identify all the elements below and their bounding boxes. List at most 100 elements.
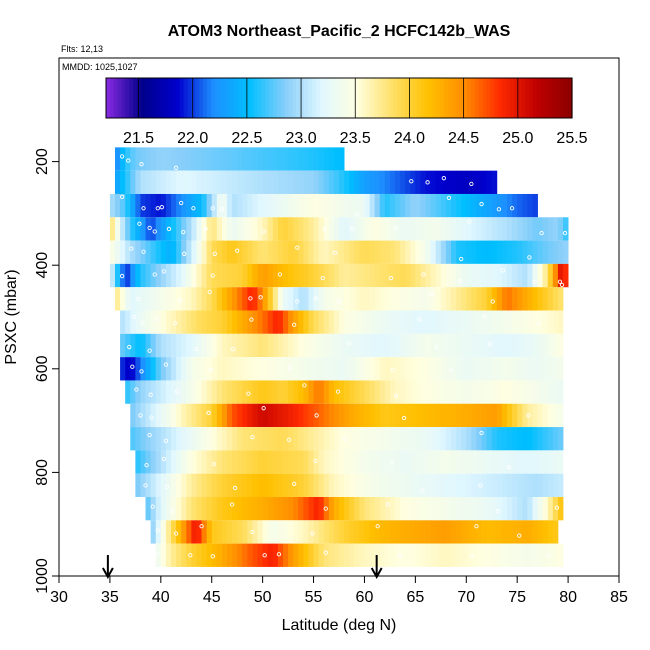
heatmap-cell xyxy=(557,263,564,288)
colorbar-swatch xyxy=(292,78,297,118)
heatmap-cell xyxy=(507,333,513,358)
sample-point xyxy=(332,250,338,255)
heatmap-cell xyxy=(339,287,345,311)
heatmap-cell xyxy=(201,427,208,451)
heatmap-cell xyxy=(461,263,467,288)
heatmap-cell xyxy=(257,147,264,171)
heatmap-cell xyxy=(496,193,503,218)
heatmap-cell xyxy=(221,310,228,334)
heatmap-cell xyxy=(140,403,146,428)
sample-point xyxy=(152,272,157,277)
heatmap-cell xyxy=(196,520,202,544)
heatmap-cell xyxy=(247,497,253,521)
heatmap-cell xyxy=(542,333,549,358)
heatmap-cell xyxy=(364,170,370,194)
heatmap-cell xyxy=(232,403,238,428)
heatmap-cell xyxy=(257,193,264,218)
heatmap-cell xyxy=(323,427,330,451)
heatmap-cell xyxy=(512,240,518,264)
heatmap-cell xyxy=(481,333,488,358)
heatmap-cell xyxy=(354,333,360,358)
heatmap-cell xyxy=(252,217,258,241)
sample-point xyxy=(385,502,391,507)
heatmap-cell xyxy=(186,147,192,171)
x-tick-label: 85 xyxy=(610,589,628,606)
pressure-band xyxy=(130,403,564,428)
heatmap-cell xyxy=(476,427,482,451)
heatmap-cell xyxy=(242,520,248,544)
heatmap-cell xyxy=(481,287,488,311)
heatmap-cell xyxy=(395,380,401,404)
heatmap-cell xyxy=(420,217,426,241)
heatmap-cell xyxy=(481,263,488,288)
heatmap-cell xyxy=(216,170,223,194)
heatmap-cell xyxy=(232,380,238,404)
heatmap-cell xyxy=(232,450,238,474)
heatmap-cell xyxy=(410,543,416,567)
heatmap-cell xyxy=(298,333,304,358)
heatmap-cell xyxy=(522,473,528,498)
colorbar-swatch xyxy=(304,78,309,118)
heatmap-cell xyxy=(456,450,462,474)
heatmap-cell xyxy=(552,240,559,264)
sample-point xyxy=(421,272,426,277)
heatmap-cell xyxy=(242,170,248,194)
dates-label: MMDD: 1025,1027 xyxy=(62,62,138,72)
heatmap-cell xyxy=(415,543,421,567)
sample-point xyxy=(136,296,141,302)
colorbar-swatch xyxy=(187,78,193,118)
sample-point xyxy=(397,553,403,558)
heatmap-cell xyxy=(262,263,269,288)
heatmap-cell xyxy=(471,497,477,521)
heatmap-cell xyxy=(160,240,167,264)
heatmap-cell xyxy=(476,170,482,194)
heatmap-cell xyxy=(501,310,508,334)
heatmap-cell xyxy=(318,497,325,521)
colorbar-swatch xyxy=(164,78,169,118)
heatmap-cell xyxy=(237,240,243,264)
sample-point xyxy=(134,387,139,392)
heatmap-cell xyxy=(181,193,187,218)
heatmap-cell xyxy=(557,310,564,334)
heatmap-cell xyxy=(262,520,269,544)
heatmap-cell xyxy=(364,403,370,428)
heatmap-cell xyxy=(359,217,365,241)
heatmap-cell xyxy=(328,380,335,404)
heatmap-cell xyxy=(140,147,146,171)
sample-point xyxy=(323,550,328,555)
heatmap-cell xyxy=(196,147,202,171)
heatmap-cell xyxy=(537,543,544,567)
heatmap-cell xyxy=(283,450,289,474)
heatmap-cell xyxy=(216,287,223,311)
heatmap-cell xyxy=(527,543,533,567)
heatmap-cell xyxy=(517,380,523,404)
heatmap-cell xyxy=(542,403,549,428)
pressure-band xyxy=(120,310,564,334)
heatmap-cell xyxy=(466,170,472,194)
heatmap-cell xyxy=(242,380,248,404)
sample-point xyxy=(161,269,167,274)
heatmap-cell xyxy=(227,427,233,451)
heatmap-cell xyxy=(288,520,294,544)
heatmap-cell xyxy=(354,403,360,428)
heatmap-cell xyxy=(486,450,493,474)
heatmap-cell xyxy=(359,450,365,474)
sample-point xyxy=(193,569,198,575)
heatmap-cell xyxy=(333,287,340,311)
heatmap-cell xyxy=(140,263,146,288)
heatmap-cell xyxy=(242,403,248,428)
heatmap-cell xyxy=(272,147,279,171)
heatmap-cell xyxy=(160,263,167,288)
heatmap-cell xyxy=(466,287,472,311)
heatmap-cell xyxy=(369,217,376,241)
x-tick-label: 60 xyxy=(356,589,374,606)
heatmap-cell xyxy=(211,473,218,498)
heatmap-cell xyxy=(232,310,238,334)
sample-point xyxy=(208,367,213,372)
heatmap-cell xyxy=(557,450,564,474)
heatmap-cell xyxy=(283,170,289,194)
heatmap-cell xyxy=(176,357,182,381)
colorbar-swatch xyxy=(533,78,538,118)
heatmap-cell xyxy=(374,403,381,428)
